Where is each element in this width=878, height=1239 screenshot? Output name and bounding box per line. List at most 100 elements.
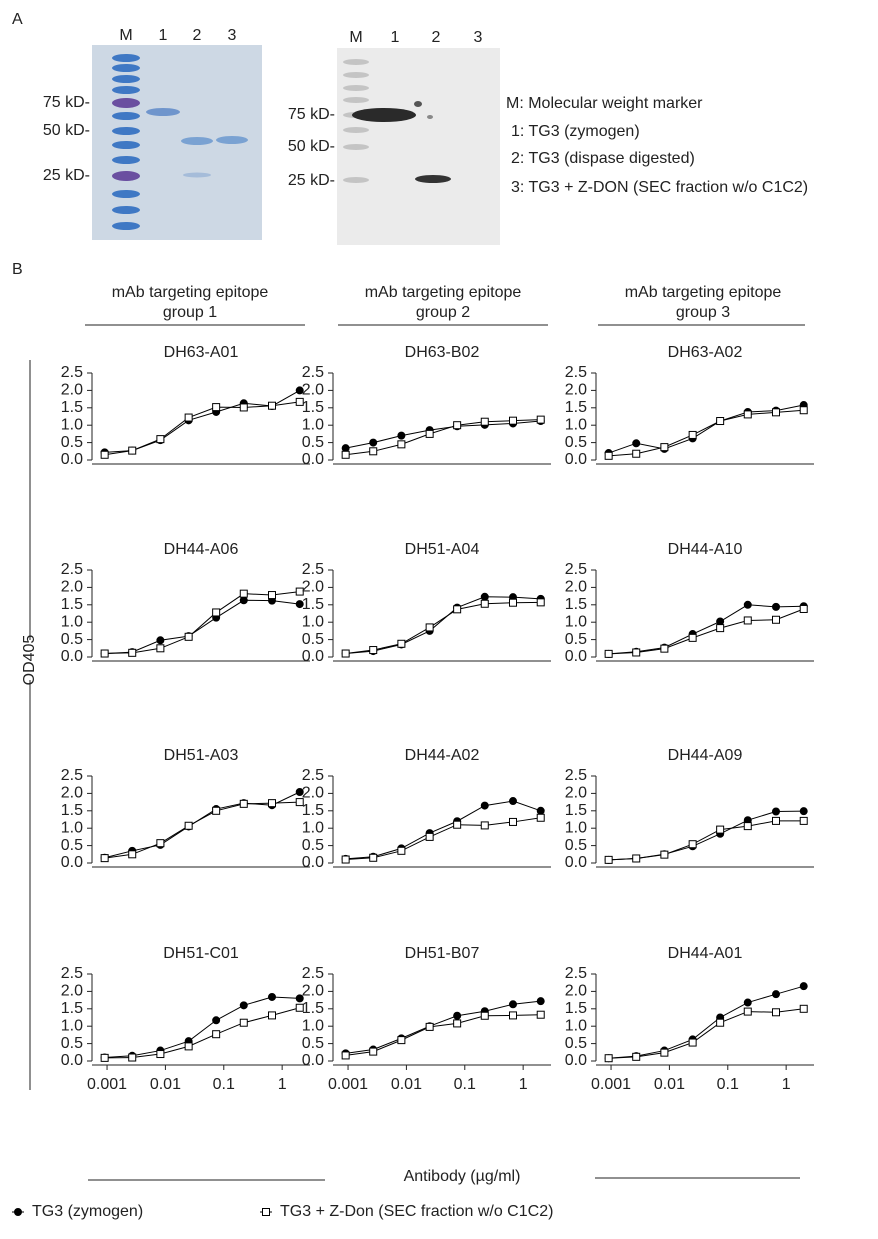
x-tick-label: 0.1 <box>454 1076 476 1093</box>
marker <box>481 593 488 600</box>
chart-title: DH51-A03 <box>164 747 239 764</box>
panel-label: A <box>12 11 23 28</box>
marker <box>509 1001 516 1008</box>
y-tick-label: 1.0 <box>565 819 587 836</box>
marker <box>268 1012 275 1019</box>
y-tick-label: 0.0 <box>565 648 587 665</box>
y-tick-label: 2.0 <box>302 785 324 802</box>
marker <box>454 1020 461 1027</box>
marker <box>744 617 751 624</box>
series-line <box>609 410 804 456</box>
marker <box>370 1048 377 1055</box>
marker <box>772 991 779 998</box>
marker <box>689 841 696 848</box>
y-tick-label: 2.5 <box>61 364 83 381</box>
y-tick-label: 0.0 <box>302 1052 324 1069</box>
y-tick-label: 1.0 <box>61 1017 83 1034</box>
y-tick-label: 1.5 <box>565 596 587 613</box>
key-text: 1: TG3 (zymogen) <box>511 123 640 140</box>
legend-label: TG3 (zymogen) <box>32 1203 143 1220</box>
marker <box>481 802 488 809</box>
y-tick-label: 0.5 <box>61 631 83 648</box>
y-tick-label: 0.0 <box>302 854 324 871</box>
y-tick-label: 0.0 <box>565 854 587 871</box>
marker <box>800 817 807 824</box>
marker <box>633 440 640 447</box>
marker <box>605 1055 612 1062</box>
y-tick-label: 0.5 <box>302 1035 324 1052</box>
y-tick-label: 2.5 <box>565 965 587 982</box>
lane-label: 3 <box>228 27 237 44</box>
marker <box>537 1011 544 1018</box>
marker <box>661 1049 668 1056</box>
figure-svg: A M 1 2 3 75 kD- 50 kD- 25 kD- <box>0 0 878 1239</box>
y-tick-label: 2.0 <box>302 579 324 596</box>
lane-label: 1 <box>159 27 168 44</box>
marker <box>509 417 516 424</box>
y-tick-label: 0.5 <box>302 434 324 451</box>
y-tick-label: 2.5 <box>302 965 324 982</box>
marker <box>213 609 220 616</box>
series-line <box>105 600 300 653</box>
lane-label: 3 <box>474 29 483 46</box>
marker <box>454 1012 461 1019</box>
y-tick-label: 0.5 <box>565 1035 587 1052</box>
marker <box>342 1052 349 1059</box>
marker <box>398 640 405 647</box>
marker <box>717 1019 724 1026</box>
y-tick-label: 1.5 <box>302 399 324 416</box>
marker <box>481 600 488 607</box>
y-tick-label: 0.0 <box>565 451 587 468</box>
marker <box>129 649 136 656</box>
marker <box>268 592 275 599</box>
chart-title: DH51-B07 <box>405 945 480 962</box>
marker <box>537 814 544 821</box>
y-tick-label: 1.5 <box>61 596 83 613</box>
marker <box>481 822 488 829</box>
marker <box>744 823 751 830</box>
lane-label: M <box>349 29 362 46</box>
marker <box>129 1054 136 1061</box>
y-tick-label: 2.5 <box>61 767 83 784</box>
legend-label: TG3 + Z-Don (SEC fraction w/o C1C2) <box>280 1203 553 1220</box>
y-tick-label: 0.0 <box>302 451 324 468</box>
mw-label: 50 kD- <box>43 122 90 139</box>
y-tick-label: 1.5 <box>61 802 83 819</box>
marker <box>398 1037 405 1044</box>
marker <box>509 1012 516 1019</box>
figure: A M 1 2 3 75 kD- 50 kD- 25 kD- <box>0 0 878 1239</box>
gel-image <box>92 45 262 240</box>
series-line <box>346 602 541 653</box>
marker <box>157 840 164 847</box>
marker <box>213 807 220 814</box>
marker <box>633 450 640 457</box>
marker <box>240 597 247 604</box>
chart-title: DH63-B02 <box>405 344 480 361</box>
y-tick-label: 0.0 <box>61 451 83 468</box>
marker <box>772 409 779 416</box>
y-tick-label: 1.5 <box>302 802 324 819</box>
marker <box>800 605 807 612</box>
marker <box>481 418 488 425</box>
group-header: mAb targeting epitope group 3 <box>610 283 796 323</box>
marker <box>537 599 544 606</box>
chart-title: DH44-A01 <box>668 945 743 962</box>
marker <box>717 625 724 632</box>
y-axis-title: OD405 <box>21 635 38 686</box>
marker <box>537 807 544 814</box>
series-line <box>346 801 541 859</box>
marker <box>240 800 247 807</box>
marker <box>605 856 612 863</box>
marker <box>398 432 405 439</box>
panel-label: B <box>12 261 23 278</box>
chart-title: DH51-C01 <box>163 945 239 962</box>
marker <box>454 422 461 429</box>
y-tick-label: 2.5 <box>302 767 324 784</box>
marker <box>268 402 275 409</box>
marker <box>101 1054 108 1061</box>
marker <box>717 826 724 833</box>
marker <box>185 414 192 421</box>
marker <box>370 448 377 455</box>
marker <box>509 798 516 805</box>
y-tick-label: 1.0 <box>565 613 587 630</box>
